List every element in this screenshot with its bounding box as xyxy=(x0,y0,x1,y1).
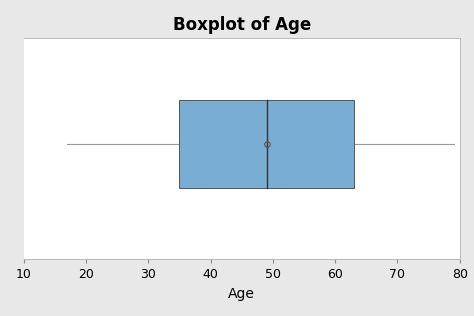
FancyBboxPatch shape xyxy=(180,100,354,188)
Title: Boxplot of Age: Boxplot of Age xyxy=(173,15,311,33)
X-axis label: Age: Age xyxy=(228,287,255,301)
